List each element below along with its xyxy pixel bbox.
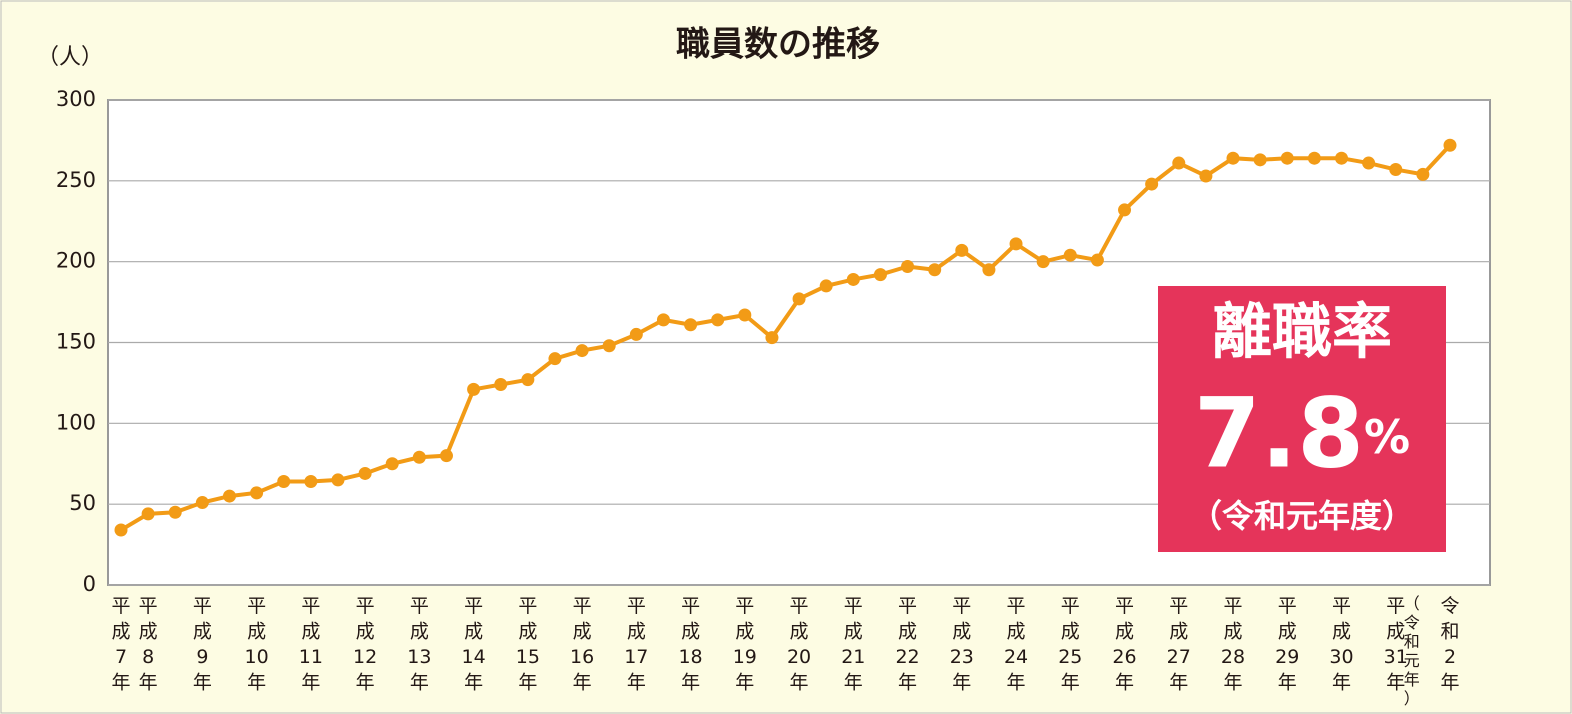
point bbox=[1118, 203, 1132, 217]
point bbox=[873, 268, 887, 282]
point bbox=[1335, 151, 1349, 165]
point bbox=[304, 475, 318, 489]
x-tick-note: （令和元年） bbox=[1404, 594, 1420, 708]
y-tick-label: 300 bbox=[56, 87, 96, 111]
point bbox=[765, 331, 779, 345]
point bbox=[1090, 253, 1104, 267]
y-tick-label: 0 bbox=[83, 572, 96, 596]
point bbox=[819, 279, 833, 293]
point bbox=[439, 449, 453, 463]
point bbox=[955, 243, 969, 257]
x-tick-label: 平成 9 年 bbox=[193, 595, 212, 694]
point bbox=[1416, 167, 1430, 181]
point bbox=[1199, 169, 1213, 183]
x-tick-label: 平成 15 年 bbox=[516, 595, 540, 694]
point bbox=[1226, 151, 1240, 165]
point bbox=[1280, 151, 1294, 165]
point bbox=[1307, 151, 1321, 165]
x-tick-label: 平成 11 年 bbox=[299, 595, 323, 694]
x-tick-label: 平成 28 年 bbox=[1221, 595, 1245, 694]
point bbox=[1389, 163, 1403, 177]
x-tick-label: 平成 18 年 bbox=[678, 595, 702, 694]
x-tick-label: 平成 25 年 bbox=[1058, 595, 1082, 694]
x-tick-label: 平成 23 年 bbox=[950, 595, 974, 694]
point bbox=[494, 378, 508, 392]
x-tick-label: 平成 7 年 bbox=[111, 595, 130, 694]
callout-note: （令和元年度） bbox=[1190, 497, 1414, 535]
x-tick-label: 平成 31 年 bbox=[1384, 595, 1408, 694]
point bbox=[656, 313, 670, 327]
point bbox=[331, 473, 345, 487]
point bbox=[114, 523, 128, 537]
x-tick-label: 平成 10 年 bbox=[245, 595, 269, 694]
point bbox=[711, 313, 725, 327]
point bbox=[1145, 177, 1159, 191]
point bbox=[168, 505, 182, 519]
point bbox=[385, 457, 399, 471]
x-tick-label: 平成 16 年 bbox=[570, 595, 594, 694]
y-tick-label: 250 bbox=[56, 168, 96, 192]
point bbox=[846, 272, 860, 286]
point bbox=[901, 260, 915, 274]
x-tick-label: 平成 17 年 bbox=[624, 595, 648, 694]
point bbox=[1253, 153, 1267, 167]
point bbox=[195, 496, 209, 510]
point bbox=[1172, 156, 1186, 170]
point bbox=[548, 352, 562, 366]
x-tick-label: 平成 12 年 bbox=[353, 595, 377, 694]
point bbox=[250, 486, 264, 500]
chart-title: 職員数の推移 bbox=[676, 25, 880, 65]
callout-heading: 離職率 bbox=[1212, 298, 1392, 368]
point bbox=[358, 466, 372, 480]
x-tick-label: 平成 29 年 bbox=[1275, 595, 1299, 694]
x-tick-label: 平成 8 年 bbox=[139, 595, 158, 694]
callout-box bbox=[1158, 286, 1446, 552]
x-tick-label: 平成 26 年 bbox=[1112, 595, 1136, 694]
x-tick-label: 平成 22 年 bbox=[895, 595, 919, 694]
point bbox=[1009, 237, 1023, 251]
point bbox=[277, 475, 291, 489]
y-tick-label: 200 bbox=[56, 249, 96, 273]
point bbox=[1362, 156, 1376, 170]
y-tick-label: 50 bbox=[69, 491, 96, 515]
x-tick-label: 平成 30 年 bbox=[1329, 595, 1353, 694]
point bbox=[982, 263, 996, 277]
y-tick-label: 150 bbox=[56, 330, 96, 354]
x-tick-label: 平成 20 年 bbox=[787, 595, 811, 694]
y-axis-label: （人） bbox=[37, 45, 103, 70]
point bbox=[1443, 138, 1457, 152]
point bbox=[521, 373, 535, 387]
x-tick-label: 平成 27 年 bbox=[1167, 595, 1191, 694]
x-tick-label: 平成 14 年 bbox=[461, 595, 485, 694]
point bbox=[1063, 248, 1077, 262]
point bbox=[141, 507, 155, 521]
point bbox=[467, 382, 481, 396]
point bbox=[684, 318, 698, 332]
x-tick-label: 平成 13 年 bbox=[407, 595, 431, 694]
point bbox=[1036, 255, 1050, 269]
point bbox=[222, 489, 236, 503]
x-tick-label: 平成 21 年 bbox=[841, 595, 865, 694]
x-tick-label: 平成 24 年 bbox=[1004, 595, 1028, 694]
y-tick-label: 100 bbox=[56, 410, 96, 434]
point bbox=[928, 263, 942, 277]
point bbox=[602, 339, 616, 353]
point bbox=[575, 344, 589, 358]
x-tick-label: 平成 19 年 bbox=[733, 595, 757, 694]
point bbox=[792, 292, 806, 306]
point bbox=[738, 308, 752, 322]
x-tick-label: 令和 2 年 bbox=[1440, 595, 1459, 694]
point bbox=[412, 450, 426, 464]
point bbox=[629, 327, 643, 341]
